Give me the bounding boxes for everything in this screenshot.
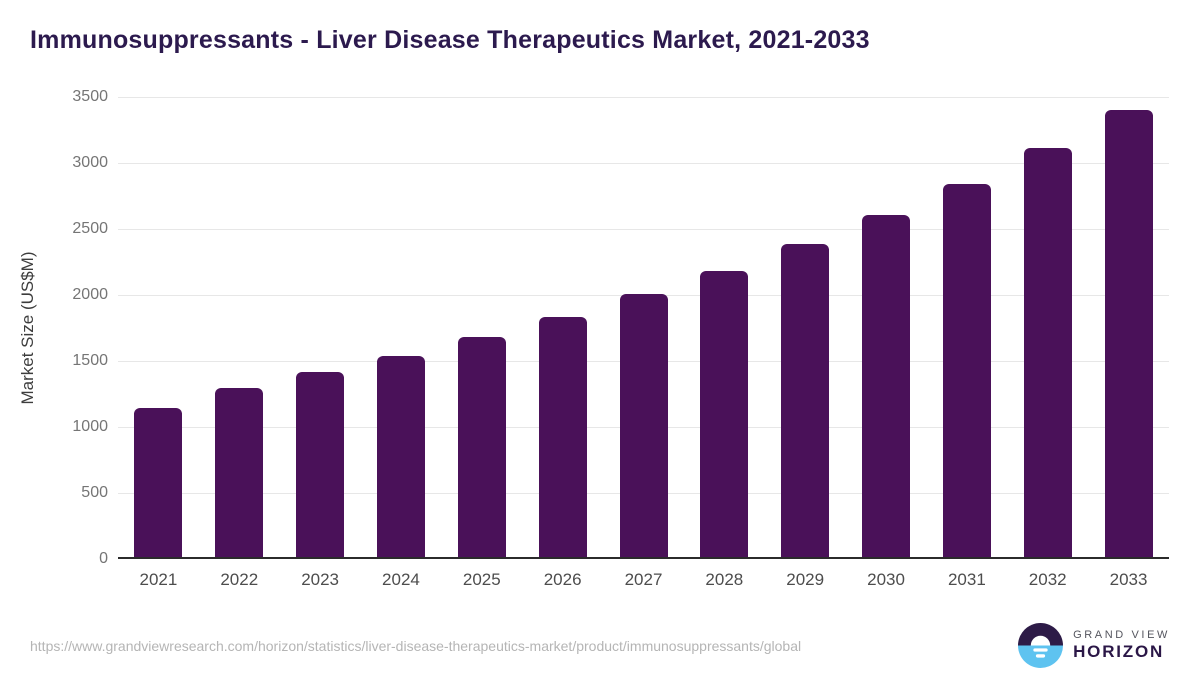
bar-2025[interactable] — [457, 336, 506, 557]
x-tick-2031: 2031 — [947, 570, 986, 589]
y-tick-2000: 2000 — [72, 286, 108, 303]
bar-2027[interactable] — [619, 294, 668, 557]
bar-2021[interactable] — [134, 407, 183, 557]
y-tick-1000: 1000 — [72, 418, 108, 435]
x-tick-2022: 2022 — [220, 570, 259, 589]
y-axis-tick-labels: 0 500 1000 1500 2000 2500 3000 3500 — [0, 88, 108, 567]
source-url: https://www.grandviewresearch.com/horizo… — [30, 637, 802, 654]
bar-2024[interactable] — [376, 355, 425, 557]
horizon-sun-logo-icon — [1018, 623, 1064, 668]
grand-view-horizon-logo: GRAND VIEW HORIZON — [1018, 623, 1170, 668]
logo-text: GRAND VIEW HORIZON — [1073, 628, 1170, 663]
gridline-3000 — [118, 163, 1169, 164]
bar-2029[interactable] — [781, 244, 830, 557]
plot-area — [118, 97, 1169, 559]
x-tick-2028: 2028 — [705, 570, 744, 589]
bar-2028[interactable] — [700, 270, 749, 557]
x-tick-2026: 2026 — [543, 570, 582, 589]
logo-text-grand-view: GRAND VIEW — [1073, 629, 1170, 642]
bar-2026[interactable] — [538, 316, 587, 557]
y-tick-2500: 2500 — [72, 220, 108, 237]
bar-2031[interactable] — [942, 184, 991, 557]
y-tick-1500: 1500 — [72, 352, 108, 369]
bar-2023[interactable] — [296, 371, 345, 557]
gridline-3500 — [118, 97, 1169, 98]
x-tick-2027: 2027 — [624, 570, 663, 589]
gridline-2500 — [118, 229, 1169, 230]
x-tick-2021: 2021 — [139, 570, 178, 589]
x-axis-tick-labels: 2021 2022 2023 2024 2025 2026 2027 2028 2029 2030… — [118, 570, 1169, 594]
footer: https://www.grandviewresearch.com/horizo… — [0, 616, 1200, 675]
x-tick-2025: 2025 — [462, 570, 501, 589]
bar-2030[interactable] — [862, 215, 911, 557]
logo-text-horizon: HORIZON — [1073, 642, 1165, 662]
x-tick-2030: 2030 — [867, 570, 905, 589]
bar-2022[interactable] — [215, 388, 264, 557]
y-tick-500: 500 — [81, 484, 108, 501]
y-tick-3000: 3000 — [72, 154, 108, 171]
chart-title: Immunosuppressants - Liver Disease Thera… — [30, 26, 870, 54]
x-tick-2029: 2029 — [786, 570, 825, 589]
y-tick-0: 0 — [99, 550, 108, 567]
bar-2032[interactable] — [1023, 148, 1072, 557]
x-tick-2024: 2024 — [382, 570, 420, 589]
x-tick-2033: 2033 — [1109, 570, 1148, 589]
x-tick-2032: 2032 — [1028, 570, 1067, 589]
x-tick-2023: 2023 — [301, 570, 340, 589]
bar-2033[interactable] — [1104, 109, 1153, 557]
y-tick-3500: 3500 — [72, 88, 108, 105]
